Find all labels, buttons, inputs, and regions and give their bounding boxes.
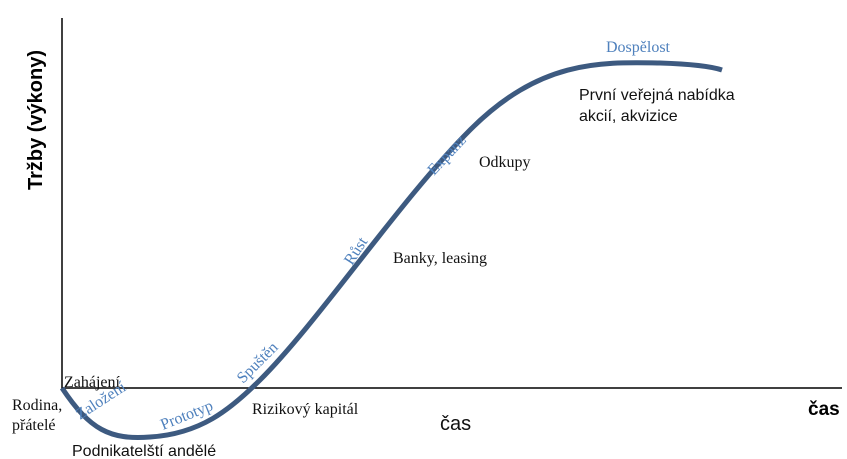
funding-label: Rizikový kapitál (252, 401, 359, 418)
funding-line: přátelé (12, 417, 56, 434)
stage-label: Expanz (424, 132, 469, 179)
stage-label: Dospělost (606, 39, 671, 56)
funding-label: Podnikatelští andělé (72, 443, 216, 459)
funding-label: Rodina, přátelé (12, 397, 66, 434)
x-axis-label: čas (440, 413, 471, 435)
lifecycle-curve (59, 60, 723, 440)
funding-line: Rodina, (12, 397, 62, 414)
funding-line: První veřejná nabídka (579, 87, 735, 104)
y-axis-label: Tržby (výkony) (25, 50, 47, 190)
start-label: Zahájení (64, 374, 121, 391)
x-axis-end-label: čas (808, 399, 840, 420)
funding-line: akcií, akvizice (579, 108, 678, 125)
funding-label: Odkupy (479, 154, 531, 171)
funding-label: První veřejná nabídka akcií, akvizice (579, 87, 739, 125)
funding-label: Banky, leasing (393, 250, 487, 267)
